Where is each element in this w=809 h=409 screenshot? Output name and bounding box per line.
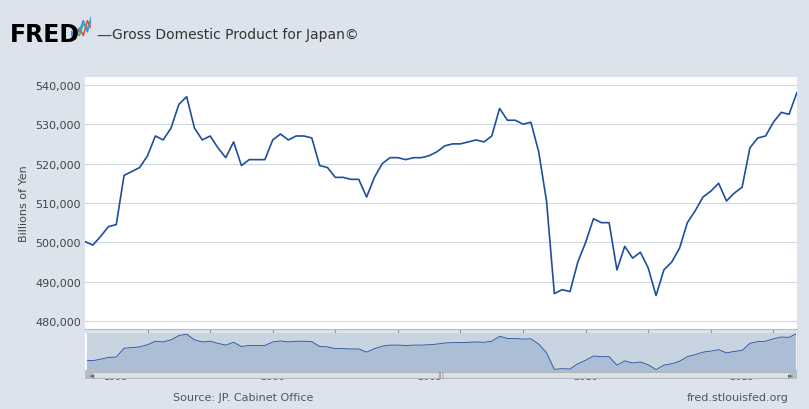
- Y-axis label: Billions of Yen: Billions of Yen: [19, 165, 29, 242]
- Text: Gross Domestic Product for Japan©: Gross Domestic Product for Japan©: [112, 28, 358, 42]
- Text: Source: JP. Cabinet Office: Source: JP. Cabinet Office: [172, 392, 313, 402]
- Bar: [92, 372, 790, 378]
- Text: fred.stlouisfed.org: fred.stlouisfed.org: [687, 392, 789, 402]
- Text: |||: |||: [438, 371, 444, 379]
- Text: FRED: FRED: [10, 23, 80, 47]
- Text: ◄: ◄: [88, 372, 94, 378]
- Text: —: —: [96, 27, 112, 42]
- Text: ►: ►: [788, 372, 794, 378]
